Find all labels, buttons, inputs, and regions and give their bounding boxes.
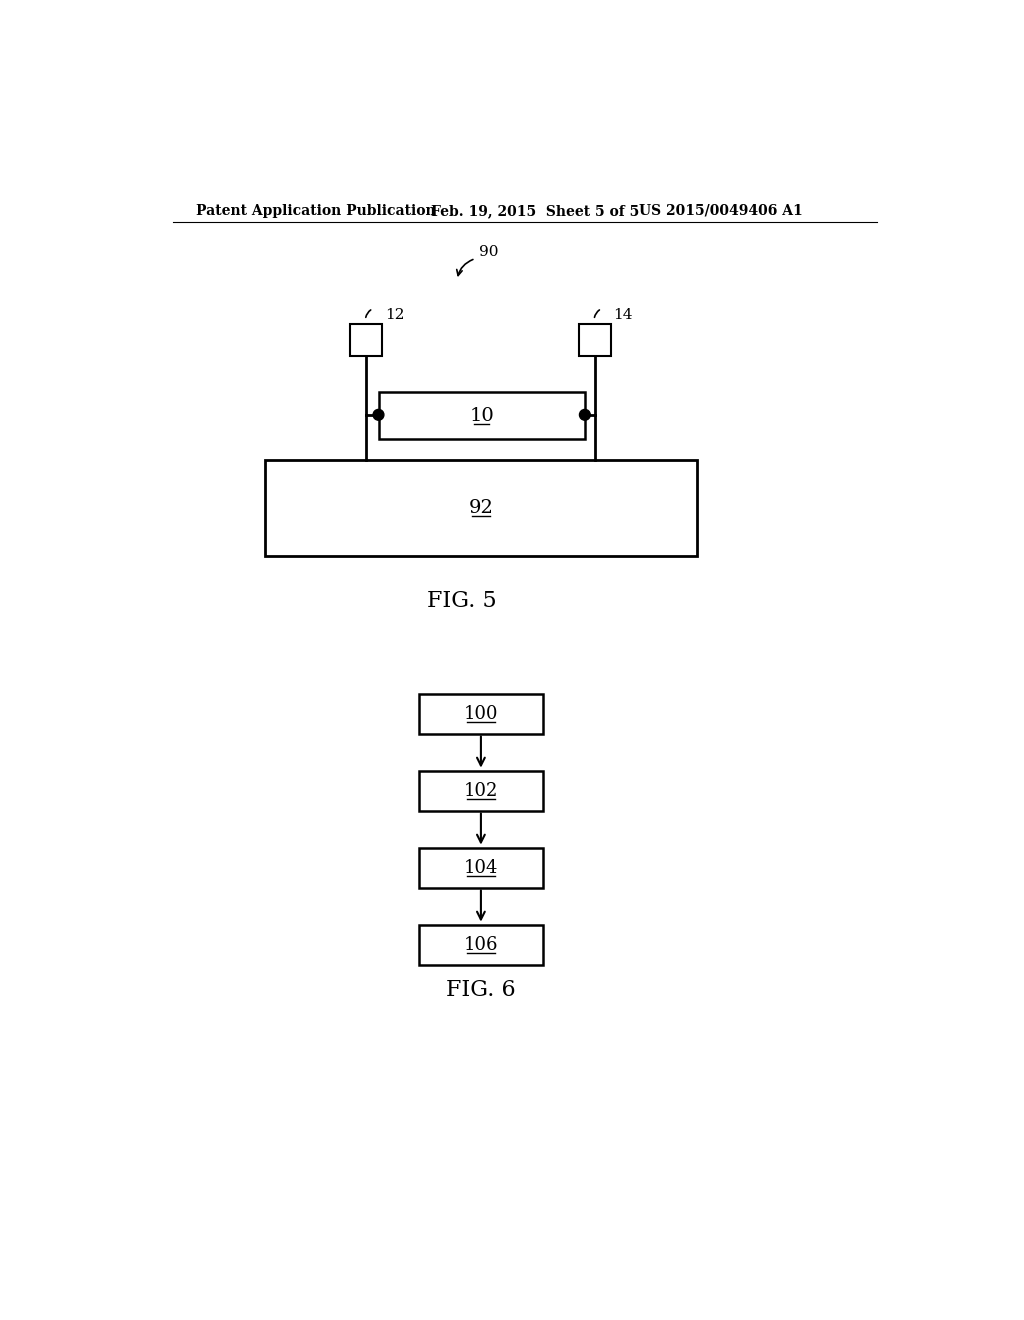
Bar xyxy=(419,847,543,887)
Text: 90: 90 xyxy=(478,246,498,259)
Text: Patent Application Publication: Patent Application Publication xyxy=(196,203,435,218)
Text: 104: 104 xyxy=(464,858,498,876)
Text: 14: 14 xyxy=(613,308,633,322)
Bar xyxy=(419,693,543,734)
Circle shape xyxy=(580,409,590,420)
Text: 92: 92 xyxy=(468,499,494,517)
Bar xyxy=(350,323,382,356)
Text: 100: 100 xyxy=(464,705,498,722)
Text: Feb. 19, 2015  Sheet 5 of 5: Feb. 19, 2015 Sheet 5 of 5 xyxy=(431,203,639,218)
Text: 10: 10 xyxy=(469,407,494,425)
Circle shape xyxy=(373,409,384,420)
Text: 106: 106 xyxy=(464,936,498,953)
Bar xyxy=(579,323,611,356)
Text: FIG. 5: FIG. 5 xyxy=(427,590,497,612)
Bar xyxy=(265,461,696,557)
Text: 12: 12 xyxy=(385,308,404,322)
Text: US 2015/0049406 A1: US 2015/0049406 A1 xyxy=(639,203,803,218)
Bar xyxy=(379,392,585,440)
Text: FIG. 6: FIG. 6 xyxy=(446,979,516,1001)
Bar xyxy=(419,924,543,965)
Bar xyxy=(419,771,543,810)
Text: 102: 102 xyxy=(464,781,498,800)
